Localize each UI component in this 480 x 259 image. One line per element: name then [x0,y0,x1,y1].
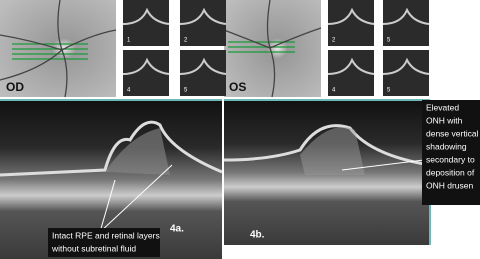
thumbnail-number: 5 [387,38,391,44]
annotation-box [48,228,160,257]
eye-label: OD [6,80,24,94]
vessels [223,0,322,98]
retina-layer [327,57,375,75]
thumbnail-number: 5 [184,88,188,94]
annotation-text: dense vertical [426,128,479,138]
thumbnail-number: 2 [332,38,336,44]
thumbnail-number: 4 [127,88,131,94]
eye-label: OS [229,80,246,94]
annotation-text: ONH drusen [426,180,474,190]
retina-layer [382,57,430,75]
pointer-lines [99,159,425,233]
annotation-text: deposition of [426,167,475,177]
thumbnail-number: 2 [184,38,188,44]
onh [105,128,170,175]
thumbnail-number: 1 [127,38,131,44]
thumbnail-number: 4 [332,88,336,94]
annotation-text: ONH with [426,115,463,125]
retina-layer [122,7,170,25]
retina-layer [223,124,431,167]
thumbnail-number: 5 [387,88,391,94]
annotation-text: Intact RPE and retinal layers [52,230,160,240]
retina-layer [382,7,430,25]
annotation-text: without subretinal fluid [51,243,136,253]
onh [300,127,365,175]
annotation-text: secondary to [426,154,475,164]
annotation-box [422,100,480,205]
annotation-text: Elevated [426,102,459,112]
figure-label: 4a. [170,224,184,235]
retina-layer [0,120,223,177]
retina-layer [179,57,227,75]
vessels [0,0,117,98]
retina-layer [122,57,170,75]
annotation-text: shadowing [426,141,467,151]
retina-layer [327,7,375,25]
retina-layer [179,7,227,25]
fundus-image [224,0,321,97]
figure-label: 4b. [250,230,265,241]
